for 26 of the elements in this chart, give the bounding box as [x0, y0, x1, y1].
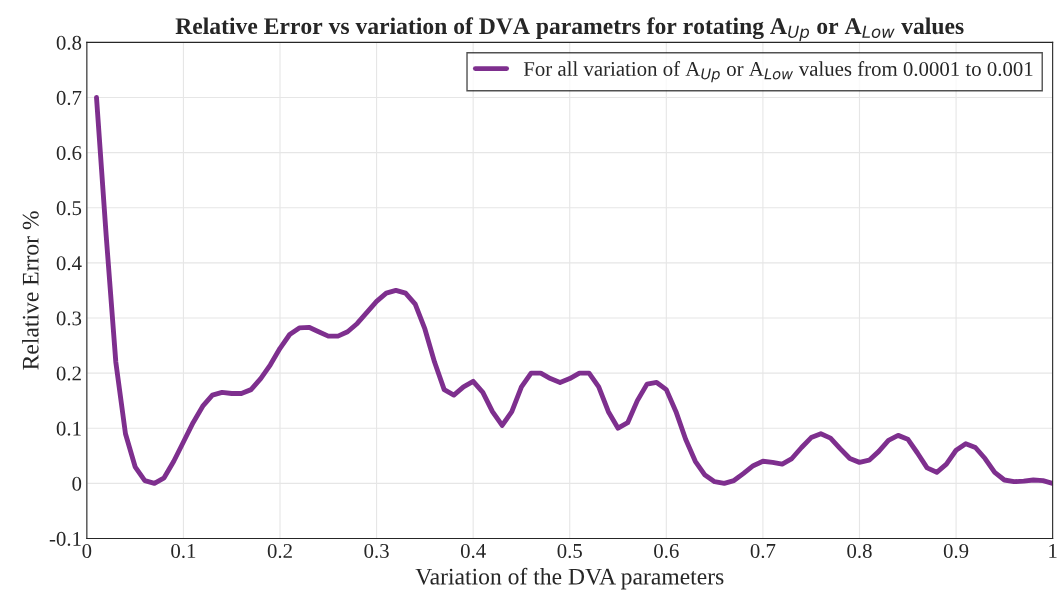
y-tick-label: 0.4: [56, 256, 82, 271]
x-tick-label: 0.4: [460, 543, 486, 559]
y-axis-title: Relative Error %: [22, 211, 39, 370]
y-tick-label: 0.5: [56, 201, 82, 216]
x-tick-label: 0.7: [750, 543, 776, 559]
line-series: [94, 95, 1053, 486]
x-tick-label: 0.5: [557, 543, 582, 559]
chart-title: Relative Error vs variation of DVA parametrs for rotating A$_{Up}$ or A$_{Low}$ values: [175, 17, 964, 42]
legend-label: For all variation of A$_{Up}$ or A$_{Low}$ values from 0.0001 to 0.001: [523, 61, 1033, 83]
x-tick-label: 0.2: [267, 543, 292, 559]
x-tick-label: 0.6: [654, 543, 679, 559]
y-tick-label: 0.7: [56, 90, 82, 105]
x-tick-label: 0.8: [847, 543, 872, 559]
y-tick-label: 0: [72, 476, 82, 491]
y-tick-label: 0.1: [56, 421, 81, 436]
y-tick-label: 0.6: [56, 145, 82, 161]
y-tick-label: 0.8: [56, 35, 82, 50]
x-tick-label: 0.1: [171, 543, 196, 559]
x-tick-label: 1: [1049, 544, 1057, 558]
y-tick-label: -0.1: [49, 531, 81, 546]
x-tick-label: 0: [82, 543, 92, 558]
x-axis-title: Variation of the DVA parameters: [415, 567, 724, 590]
x-tick-label: 0.9: [943, 543, 969, 559]
x-tick-label: 0.3: [364, 543, 389, 559]
y-tick-label: 0.2: [56, 366, 81, 381]
y-tick-label: 0.3: [56, 311, 82, 326]
